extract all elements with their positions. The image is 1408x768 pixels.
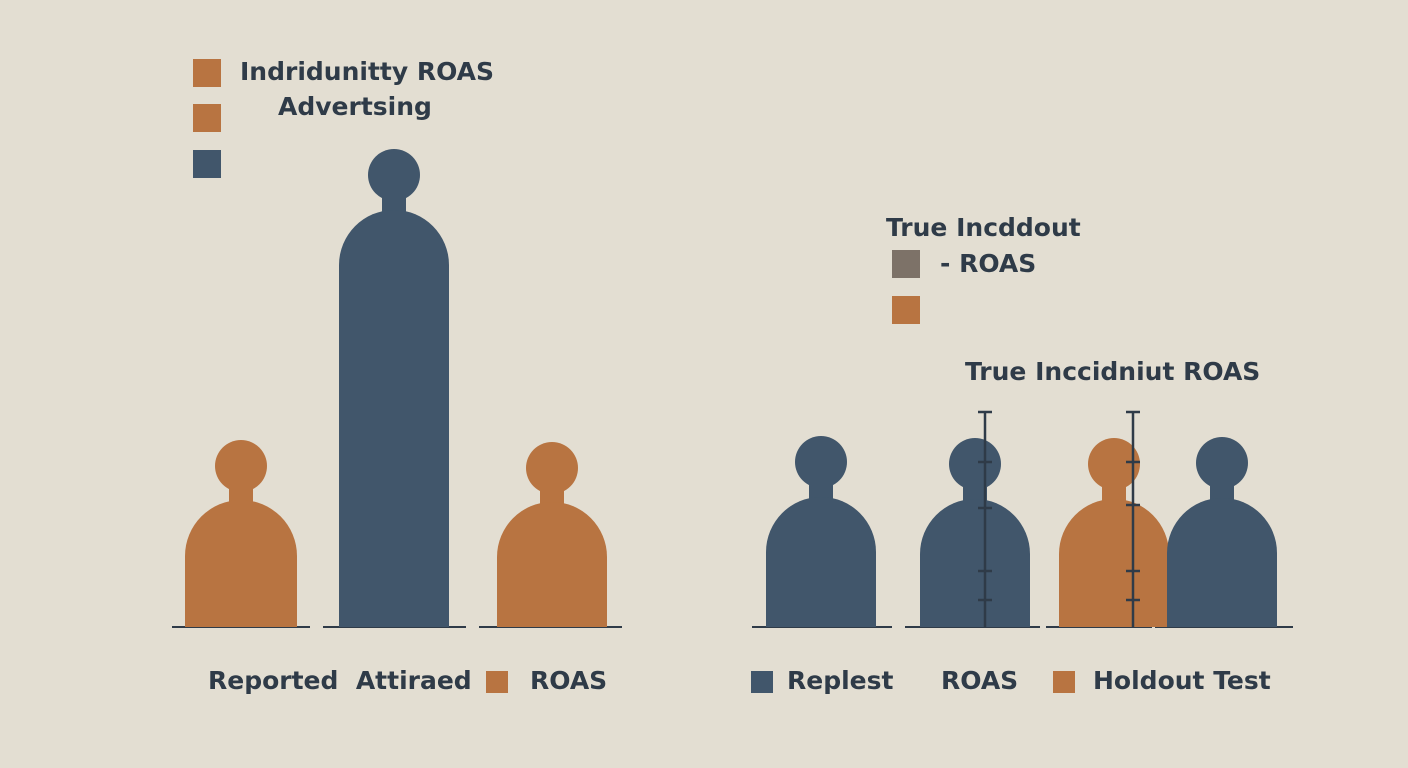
person-figure	[766, 436, 876, 627]
bottom-right-middle: ROAS	[941, 666, 1019, 695]
legend-swatch-navy	[193, 150, 221, 178]
left-legend-line2: Advertsing	[278, 92, 432, 121]
person-figure	[1167, 437, 1277, 627]
legend-swatch-orange	[892, 296, 920, 324]
right-heading: True Inccidniut ROAS	[965, 357, 1261, 386]
measure-ruler	[1126, 410, 1140, 627]
person-figure-tall	[339, 149, 449, 627]
bottom-right-item2: Holdout Test	[1093, 666, 1271, 695]
right-legend-title: True Incddout	[886, 213, 1081, 242]
bottom-left-label: Reported Attiraed	[208, 666, 472, 695]
bottom-swatch-orange	[1053, 671, 1075, 693]
bottom-swatch-navy	[751, 671, 773, 693]
left-legend-line1: Indridunitty ROAS	[240, 57, 495, 86]
legend-swatch-gray	[892, 250, 920, 278]
bottom-right-item1: Replest	[787, 666, 894, 695]
right-legend-item: - ROAS	[940, 249, 1037, 278]
person-figure	[1059, 438, 1169, 627]
bottom-left-item: ROAS	[530, 666, 608, 695]
legend-swatch-orange	[193, 104, 221, 132]
measure-ruler	[978, 410, 992, 627]
person-figure	[920, 438, 1030, 627]
bottom-swatch-orange	[486, 671, 508, 693]
person-figure	[185, 440, 297, 627]
person-figure	[497, 442, 607, 627]
legend-swatch-orange	[193, 59, 221, 87]
